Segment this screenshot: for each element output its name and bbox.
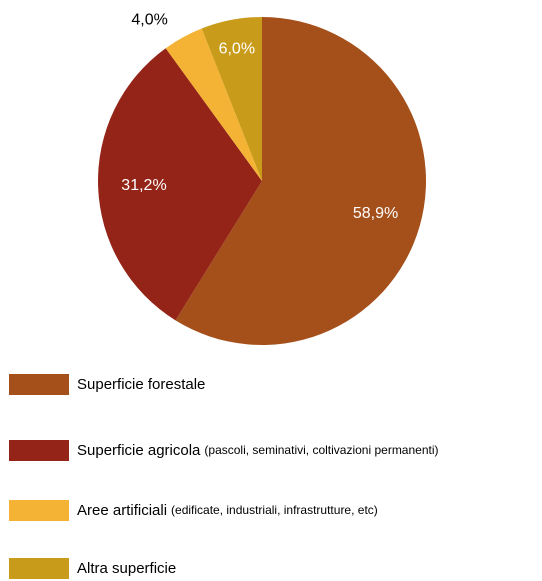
legend-swatch-superficie-forestale: [9, 373, 69, 395]
pie-chart: 58,9% 31,2% 4,0% 6,0%: [98, 11, 427, 346]
pie-label-aree-artificiali: 4,0%: [131, 11, 167, 28]
pie-slice-superficie-forestale: [175, 17, 427, 346]
pie-slices: [98, 17, 427, 346]
pie-label-superficie-agricola: 31,2%: [121, 177, 166, 194]
legend-detail-aree-artificiali: (edificate, industriali, infrastrutture,…: [171, 503, 378, 517]
legend-item-aree-artificiali: Aree artificiali (edificate, industriali…: [9, 498, 378, 522]
pie-slice-superficie-agricola: [98, 48, 262, 321]
legend-swatch-superficie-agricola: [9, 439, 69, 461]
legend-label-altra-superficie: Altra superficie: [77, 559, 177, 577]
legend-swatch-aree-artificiali: [9, 499, 69, 521]
legend-label-superficie-agricola: Superficie agricola: [77, 441, 201, 459]
pie-slice-altra-superficie: [201, 17, 262, 181]
legend-item-altra-superficie: Altra superficie: [9, 556, 176, 580]
pie-label-altra-superficie: 6,0%: [219, 40, 255, 57]
legend-item-superficie-forestale: Superficie forestale: [9, 372, 205, 396]
pie-slice-aree-artificiali: [165, 28, 262, 182]
pie-data-labels: 58,9% 31,2% 4,0% 6,0%: [121, 11, 398, 221]
legend-detail-superficie-agricola: (pascoli, seminativi, coltivazioni perma…: [204, 443, 439, 457]
legend-swatch-altra-superficie: [9, 557, 69, 579]
legend-item-superficie-agricola: Superficie agricola (pascoli, seminativi…: [9, 438, 439, 462]
legend-label-superficie-forestale: Superficie forestale: [77, 375, 206, 393]
pie-label-superficie-forestale: 58,9%: [353, 205, 398, 222]
legend-label-aree-artificiali: Aree artificiali: [77, 501, 168, 519]
